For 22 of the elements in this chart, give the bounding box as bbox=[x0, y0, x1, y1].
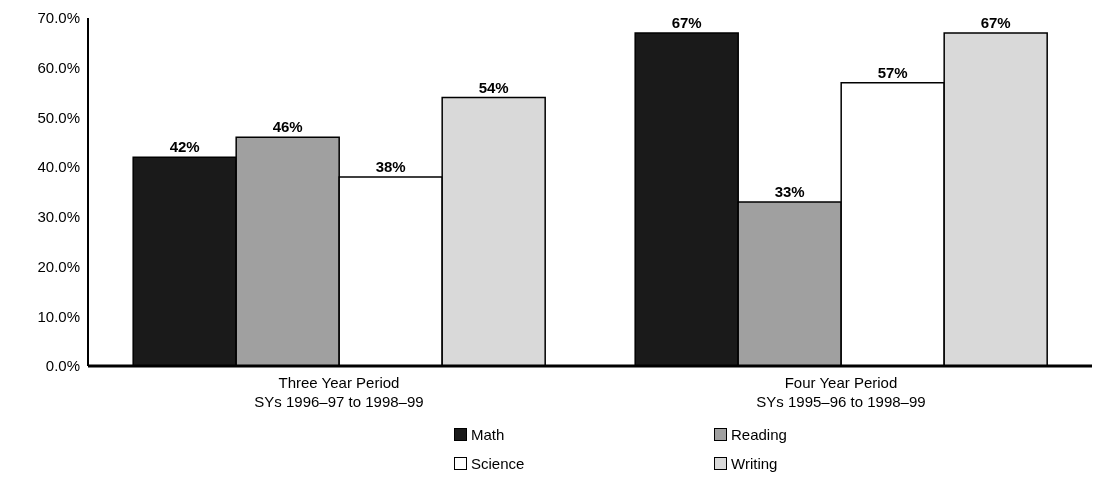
y-tick-label: 10.0% bbox=[37, 307, 80, 325]
data-label: 46% bbox=[272, 118, 303, 136]
data-label: 57% bbox=[877, 63, 908, 81]
y-tick-label: 40.0% bbox=[37, 158, 80, 176]
x-tick-label: Three Year Period SYs 1996–97 to 1998–99 bbox=[254, 374, 424, 410]
legend-label: Reading bbox=[731, 426, 787, 443]
y-tick-label: 20.0% bbox=[37, 257, 80, 275]
y-tick-label: 60.0% bbox=[37, 59, 80, 77]
legend-label: Writing bbox=[731, 455, 778, 472]
y-tick-label: 70.0% bbox=[37, 9, 80, 27]
legend-label: Science bbox=[471, 455, 525, 472]
data-label: 67% bbox=[980, 13, 1011, 31]
y-tick-label: 50.0% bbox=[37, 108, 80, 126]
y-tick-label: 30.0% bbox=[37, 208, 80, 226]
data-label: 42% bbox=[169, 138, 200, 156]
data-label: 54% bbox=[478, 78, 509, 96]
data-label: 67% bbox=[671, 13, 702, 31]
x-tick-label: Four Year Period SYs 1995–96 to 1998–99 bbox=[756, 374, 926, 410]
y-tick-label: 0.0% bbox=[45, 357, 80, 375]
data-label: 33% bbox=[774, 182, 805, 200]
data-label: 38% bbox=[375, 158, 406, 176]
legend-label: Math bbox=[471, 426, 505, 443]
